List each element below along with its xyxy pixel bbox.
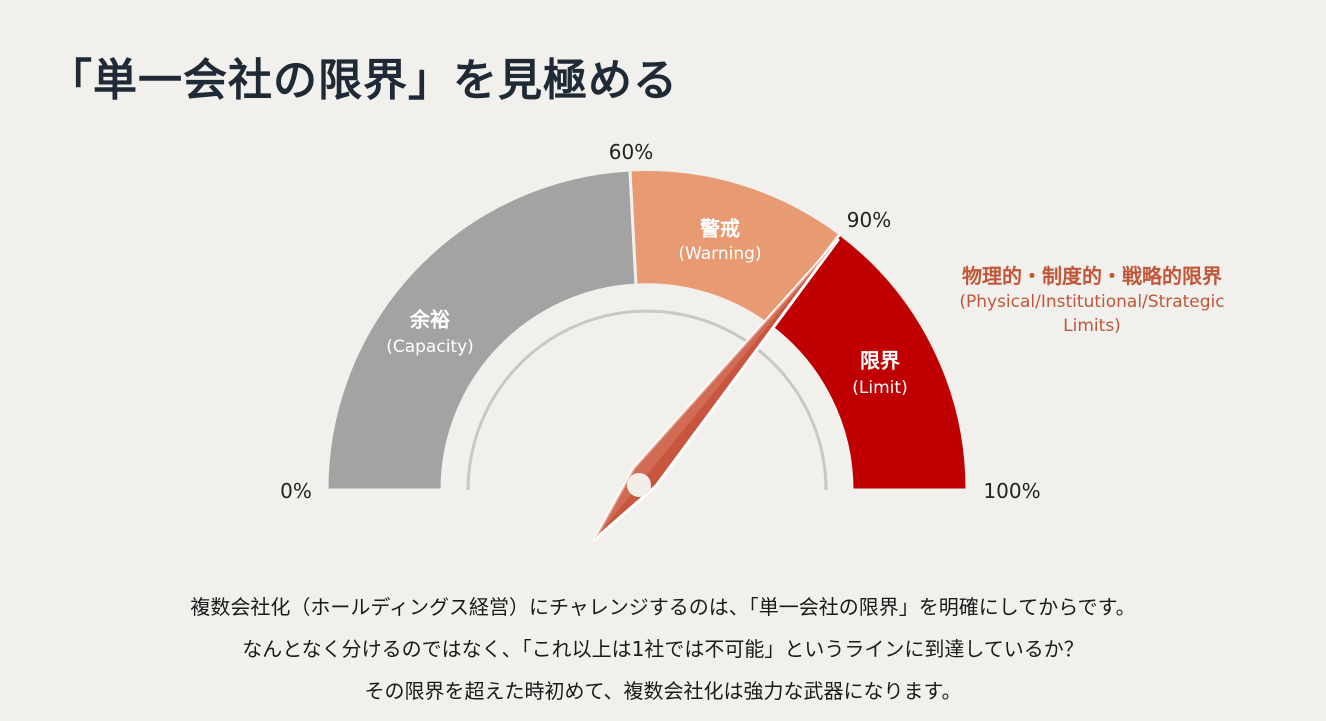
annotation-en-line2: Limits)	[1063, 316, 1121, 336]
gauge-segment-capacity	[325, 168, 638, 492]
gauge-segment-limit	[767, 231, 969, 492]
tick-label-90: 90%	[846, 208, 892, 232]
tick-label-60: 60%	[608, 140, 654, 164]
gauge-needle-highlight	[594, 240, 838, 540]
segment-label-capacity-jp: 余裕	[410, 307, 450, 332]
annotation-en-line1: (Physical/Institutional/Strategic	[959, 292, 1225, 312]
body-line-2: なんとなく分けるのではなく、「これ以上は1社では不可能」というラインに到達してい…	[242, 637, 1084, 661]
segment-label-limit-jp: 限界	[860, 348, 900, 373]
segment-label-warning-en: (Warning)	[678, 244, 762, 264]
annotation-jp: 物理的・制度的・戦略的限界	[962, 264, 1222, 288]
gauge-inner-arc	[466, 309, 828, 491]
tick-label-100: 100%	[983, 479, 1041, 503]
gauge-needle-pivot	[627, 473, 651, 497]
tick-label-0: 0%	[280, 479, 312, 503]
segment-label-warning-jp: 警戒	[700, 216, 740, 241]
segment-label-capacity-en: (Capacity)	[386, 337, 474, 357]
limit-annotation: 物理的・制度的・戦略的限界 (Physical/Institutional/St…	[912, 262, 1272, 338]
body-text: 複数会社化（ホールディングス経営）にチャレンジするのは、「単一会社の限界」を明確…	[0, 586, 1326, 712]
page-title: 「単一会社の限界」を見極める	[48, 55, 678, 106]
body-line-1: 複数会社化（ホールディングス経営）にチャレンジするのは、「単一会社の限界」を明確…	[190, 595, 1136, 619]
segment-label-limit-en: (Limit)	[852, 378, 908, 398]
body-line-3: その限界を超えた時初めて、複数会社化は強力な武器になります。	[364, 679, 962, 703]
